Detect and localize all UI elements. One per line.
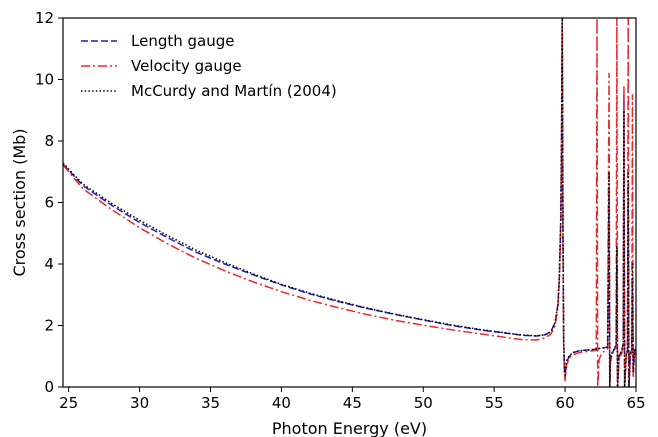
y-axis: 0 2 4 6 8 10 12 bbox=[35, 9, 63, 396]
x-tick-label: 45 bbox=[343, 394, 362, 412]
series-line-1 bbox=[63, 18, 636, 387]
y-tick-label: 0 bbox=[44, 378, 54, 396]
plot-area bbox=[63, 18, 636, 387]
x-axis-label: Photon Energy (eV) bbox=[272, 419, 427, 437]
series-line-2 bbox=[63, 18, 636, 387]
y-tick-label: 2 bbox=[44, 317, 54, 335]
legend-label: Velocity gauge bbox=[131, 57, 242, 75]
y-axis-label: Cross section (Mb) bbox=[10, 128, 29, 276]
x-tick-label: 40 bbox=[272, 394, 291, 412]
x-tick-label: 30 bbox=[130, 394, 149, 412]
legend-label: Length gauge bbox=[131, 32, 234, 50]
legend: Length gauge Velocity gauge McCurdy and Ma… bbox=[81, 32, 337, 100]
x-tick-label: 60 bbox=[556, 394, 575, 412]
y-tick-label: 8 bbox=[44, 132, 54, 150]
x-tick-label: 50 bbox=[414, 394, 433, 412]
x-axis: 25 30 35 40 45 50 55 60 65 bbox=[59, 387, 646, 412]
legend-label: McCurdy and Martín (2004) bbox=[131, 82, 337, 100]
x-tick-label: 25 bbox=[59, 394, 78, 412]
x-tick-label: 65 bbox=[626, 394, 645, 412]
series-layer bbox=[63, 18, 636, 387]
x-tick-label: 55 bbox=[485, 394, 504, 412]
y-tick-label: 10 bbox=[35, 71, 54, 89]
x-tick-label: 35 bbox=[201, 394, 220, 412]
y-tick-label: 12 bbox=[35, 9, 54, 27]
y-tick-label: 4 bbox=[44, 255, 54, 273]
y-tick-label: 6 bbox=[44, 194, 54, 212]
series-line-3 bbox=[63, 18, 636, 387]
